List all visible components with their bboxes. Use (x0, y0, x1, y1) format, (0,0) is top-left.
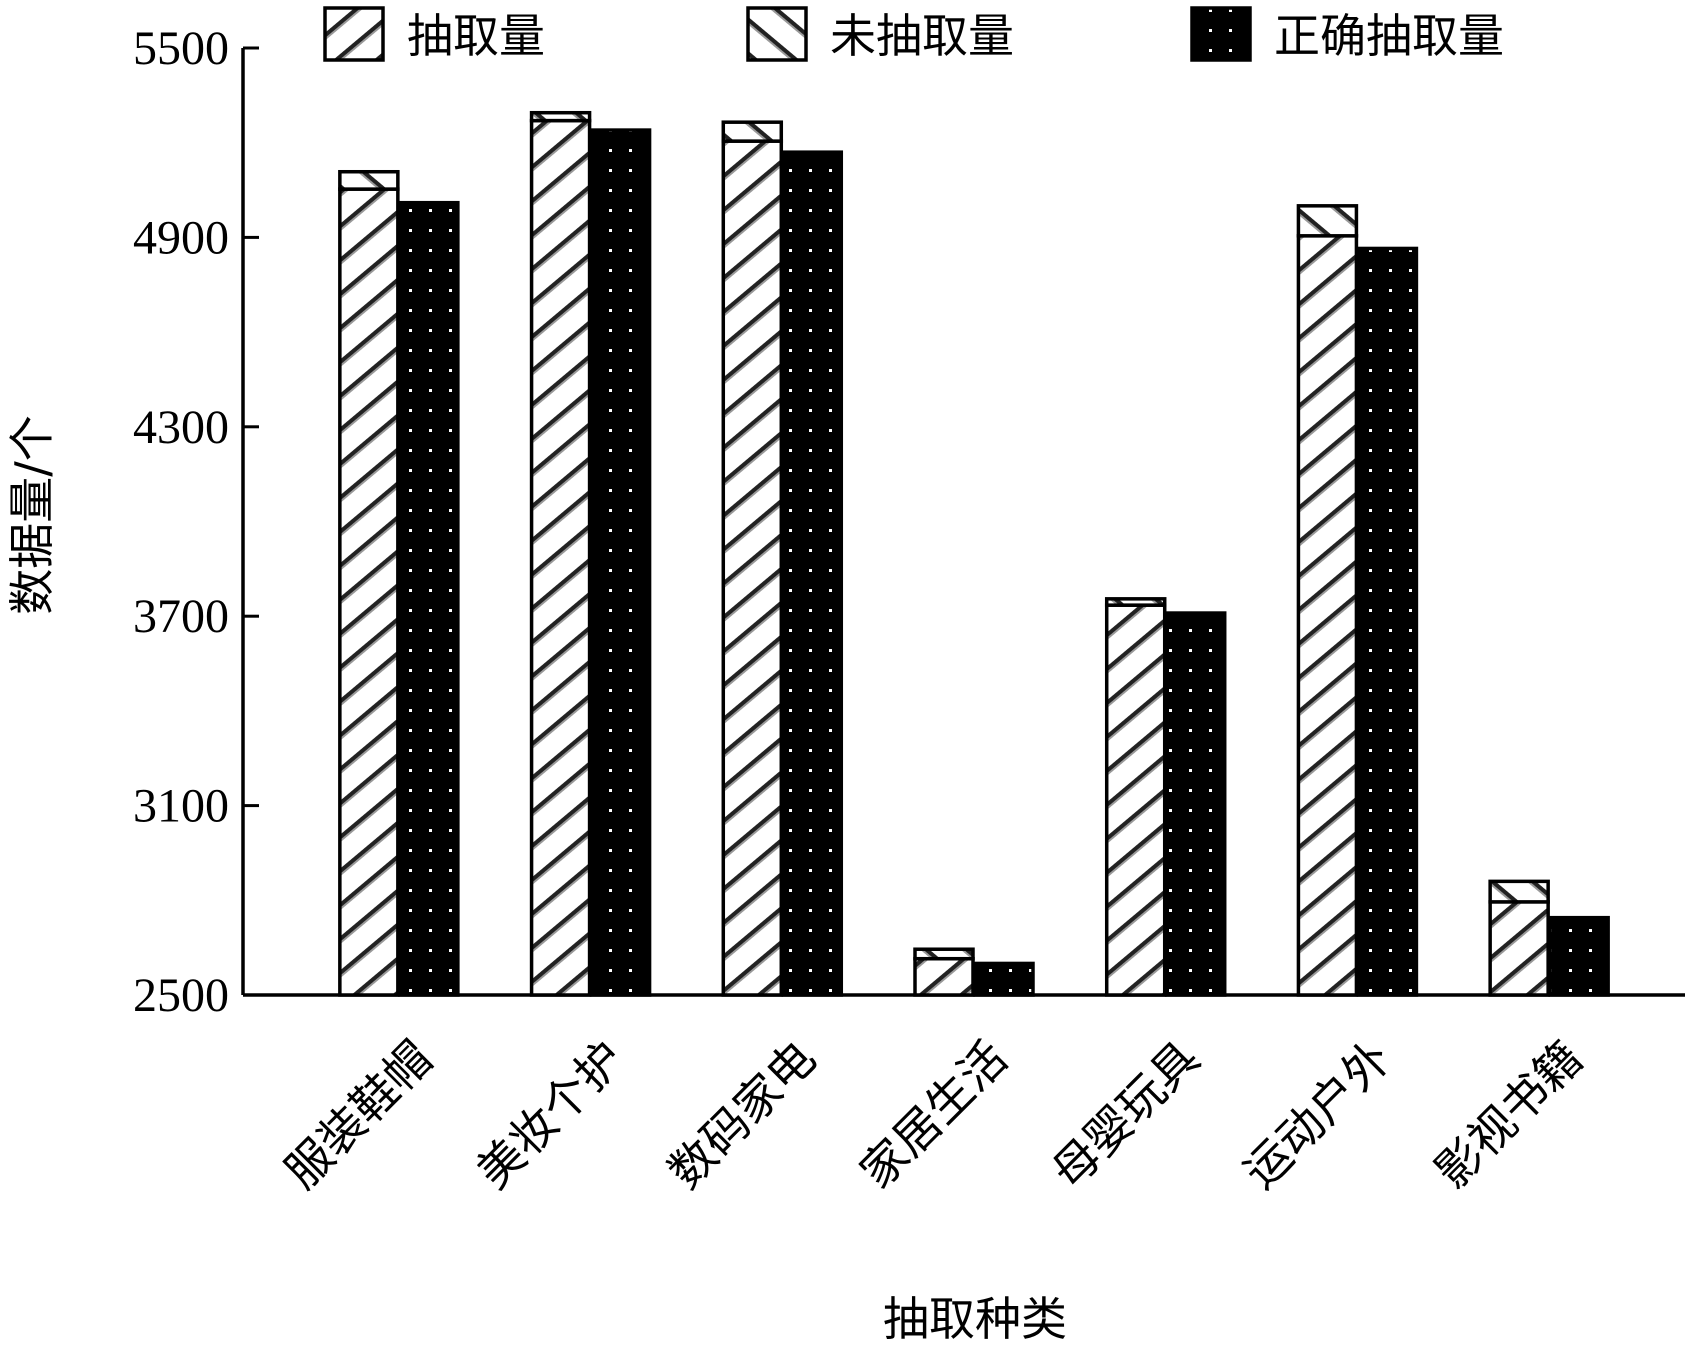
y-tick-label: 4900 (133, 211, 229, 264)
bar-correct (398, 200, 460, 997)
axes: 5500 4900 4300 3700 3100 2500 (133, 22, 1685, 1022)
bar-unextracted (913, 947, 975, 961)
category-label: 美妆个护 (466, 1031, 634, 1199)
category-labels: 服装鞋帽 美妆个护 数码家电 家居生活 母婴玩具 运动户外 影视书籍 (274, 1031, 1593, 1199)
y-axis-title: 数据量/个 (5, 415, 59, 615)
category-label: 运动户外 (1233, 1031, 1401, 1199)
bar-extracted (1296, 234, 1359, 997)
bar-correct (1356, 246, 1419, 997)
bar-unextracted (1104, 597, 1167, 607)
category-label: 服装鞋帽 (274, 1031, 442, 1199)
legend-label: 未抽取量 (830, 9, 1014, 63)
bar-correct (1164, 611, 1227, 997)
x-axis-title: 抽取种类 (883, 1292, 1067, 1346)
bar-extracted (1104, 603, 1167, 997)
bar-unextracted (1296, 204, 1359, 238)
bars (338, 110, 1610, 997)
legend-swatch (323, 6, 385, 62)
bar-unextracted (338, 169, 400, 191)
y-tick-label: 2500 (133, 969, 229, 1022)
y-tick-label: 3100 (133, 780, 229, 833)
legend-swatch (1190, 6, 1252, 62)
y-tick-label: 4300 (133, 401, 229, 454)
bar-correct (781, 150, 844, 997)
y-tick-label: 5500 (133, 22, 229, 75)
bar-extracted (721, 139, 784, 997)
legend: 抽取量 未抽取量 正确抽取量 (323, 6, 1504, 63)
category-label: 影视书籍 (1425, 1031, 1593, 1199)
category-label: 家居生活 (850, 1031, 1018, 1199)
bar-correct (973, 961, 1035, 997)
bar-unextracted (1488, 879, 1550, 904)
legend-swatch (746, 6, 808, 62)
bar-unextracted (529, 110, 592, 123)
legend-label: 抽取量 (407, 9, 545, 63)
category-label: 母婴玩具 (1041, 1031, 1209, 1199)
category-label: 数码家电 (658, 1031, 826, 1199)
y-tick-label: 3700 (133, 590, 229, 643)
bar-extracted (529, 118, 592, 997)
bar-correct (589, 128, 652, 997)
bar-unextracted (721, 120, 784, 143)
bar-extracted (913, 956, 975, 997)
bar-correct (1548, 915, 1610, 997)
bar-extracted (1488, 900, 1550, 997)
legend-label: 正确抽取量 (1274, 9, 1504, 63)
bar-extracted (338, 187, 400, 997)
